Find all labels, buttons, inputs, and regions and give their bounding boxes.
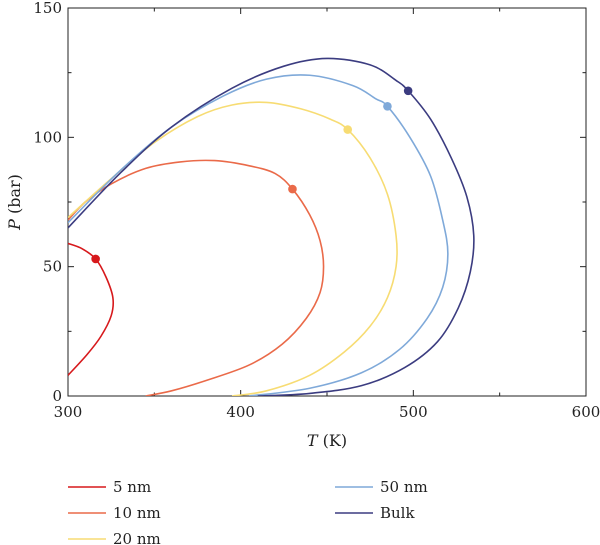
x-tick-label: 300 — [54, 403, 83, 421]
plot-frame — [67, 7, 587, 397]
x-tick-label: 400 — [226, 403, 255, 421]
axis-ticks — [67, 7, 587, 397]
legend-item-50-nm: 50 nm — [335, 478, 428, 496]
y-tick-label: 0 — [52, 387, 62, 405]
legend-label: 10 nm — [113, 504, 161, 522]
y-tick-label: 50 — [43, 258, 62, 276]
series-curves — [68, 57, 475, 396]
y-tick-label: 150 — [33, 0, 62, 17]
x-tick-label: 600 — [572, 403, 600, 421]
legend-item-20-nm: 20 nm — [68, 530, 161, 545]
legend: 5 nm 10 nm 20 nm 50 nm Bulk — [68, 478, 428, 545]
critical-point-20-nm — [343, 125, 353, 134]
critical-point-50-nm — [383, 101, 392, 111]
legend-label: 5 nm — [113, 478, 151, 496]
legend-item-10-nm: 10 nm — [68, 504, 161, 522]
series-line-50-nm — [68, 74, 449, 396]
series-line-5-nm — [68, 242, 115, 376]
legend-label: 20 nm — [113, 530, 161, 545]
critical-points — [91, 86, 413, 264]
legend-label: 50 nm — [380, 478, 428, 496]
series-line-10-nm — [68, 159, 325, 396]
axis-tick-labels: 300 400 500 600 0 50 100 150 — [33, 0, 600, 421]
y-tick-label: 100 — [33, 128, 62, 146]
series-line-20-nm — [68, 101, 398, 396]
critical-point-bulk — [403, 86, 413, 96]
critical-point-10-nm — [288, 184, 297, 194]
legend-item-5-nm: 5 nm — [68, 478, 151, 496]
legend-item-bulk: Bulk — [335, 504, 415, 522]
x-tick-label: 500 — [399, 403, 428, 421]
series-line-bulk — [68, 57, 475, 396]
critical-point-5-nm — [91, 254, 100, 264]
x-axis-label: T (K) — [307, 431, 347, 450]
y-axis-label: P (bar) — [5, 174, 24, 231]
legend-label: Bulk — [380, 504, 415, 522]
